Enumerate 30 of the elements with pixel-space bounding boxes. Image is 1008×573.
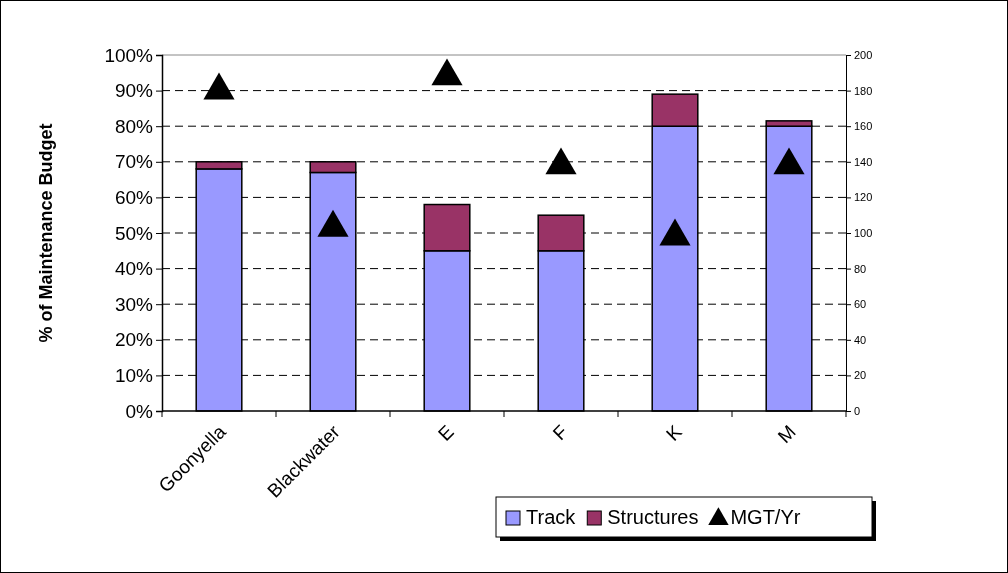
y2-tick-label: 160 [854,120,873,133]
y-tick-label: 20% [114,329,154,351]
y-tick-label: 70% [114,151,154,173]
legend-label: MGT/Yr [730,506,801,528]
x-tick-label: K [662,420,687,445]
y-tick-label: 50% [114,222,154,244]
y2-tick-label: 100 [854,227,873,240]
y-axis-title: % of Maintenance Budget [36,123,56,343]
y2-tick-label: 60 [854,298,867,311]
legend-label: Track [526,506,577,528]
legend-label: Structures [607,506,699,528]
y2-tick-label: 200 [854,49,873,62]
y-tick-label: 0% [125,400,154,422]
y-tick-label: 40% [114,258,154,280]
y2-tick-label: 80 [854,262,867,275]
y2-tick-label: 120 [854,191,873,204]
y-tick-label: 100% [104,44,154,66]
x-tick-label: E [434,420,458,445]
y-tick-label: 10% [114,364,154,386]
x-tick-label: M [773,420,800,448]
y2-tick-label: 40 [854,333,867,346]
x-tick-label: F [548,420,572,445]
y-tick-label: 60% [114,186,154,208]
y-tick-label: 30% [114,293,154,315]
y2-tick-label: 140 [854,155,873,168]
y-tick-label: 80% [114,115,154,137]
y2-tick-label: 180 [854,84,873,97]
y2-tick-label: 20 [854,369,867,382]
y-tick-label: 90% [114,80,154,102]
y2-tick-label: 0 [854,405,861,418]
